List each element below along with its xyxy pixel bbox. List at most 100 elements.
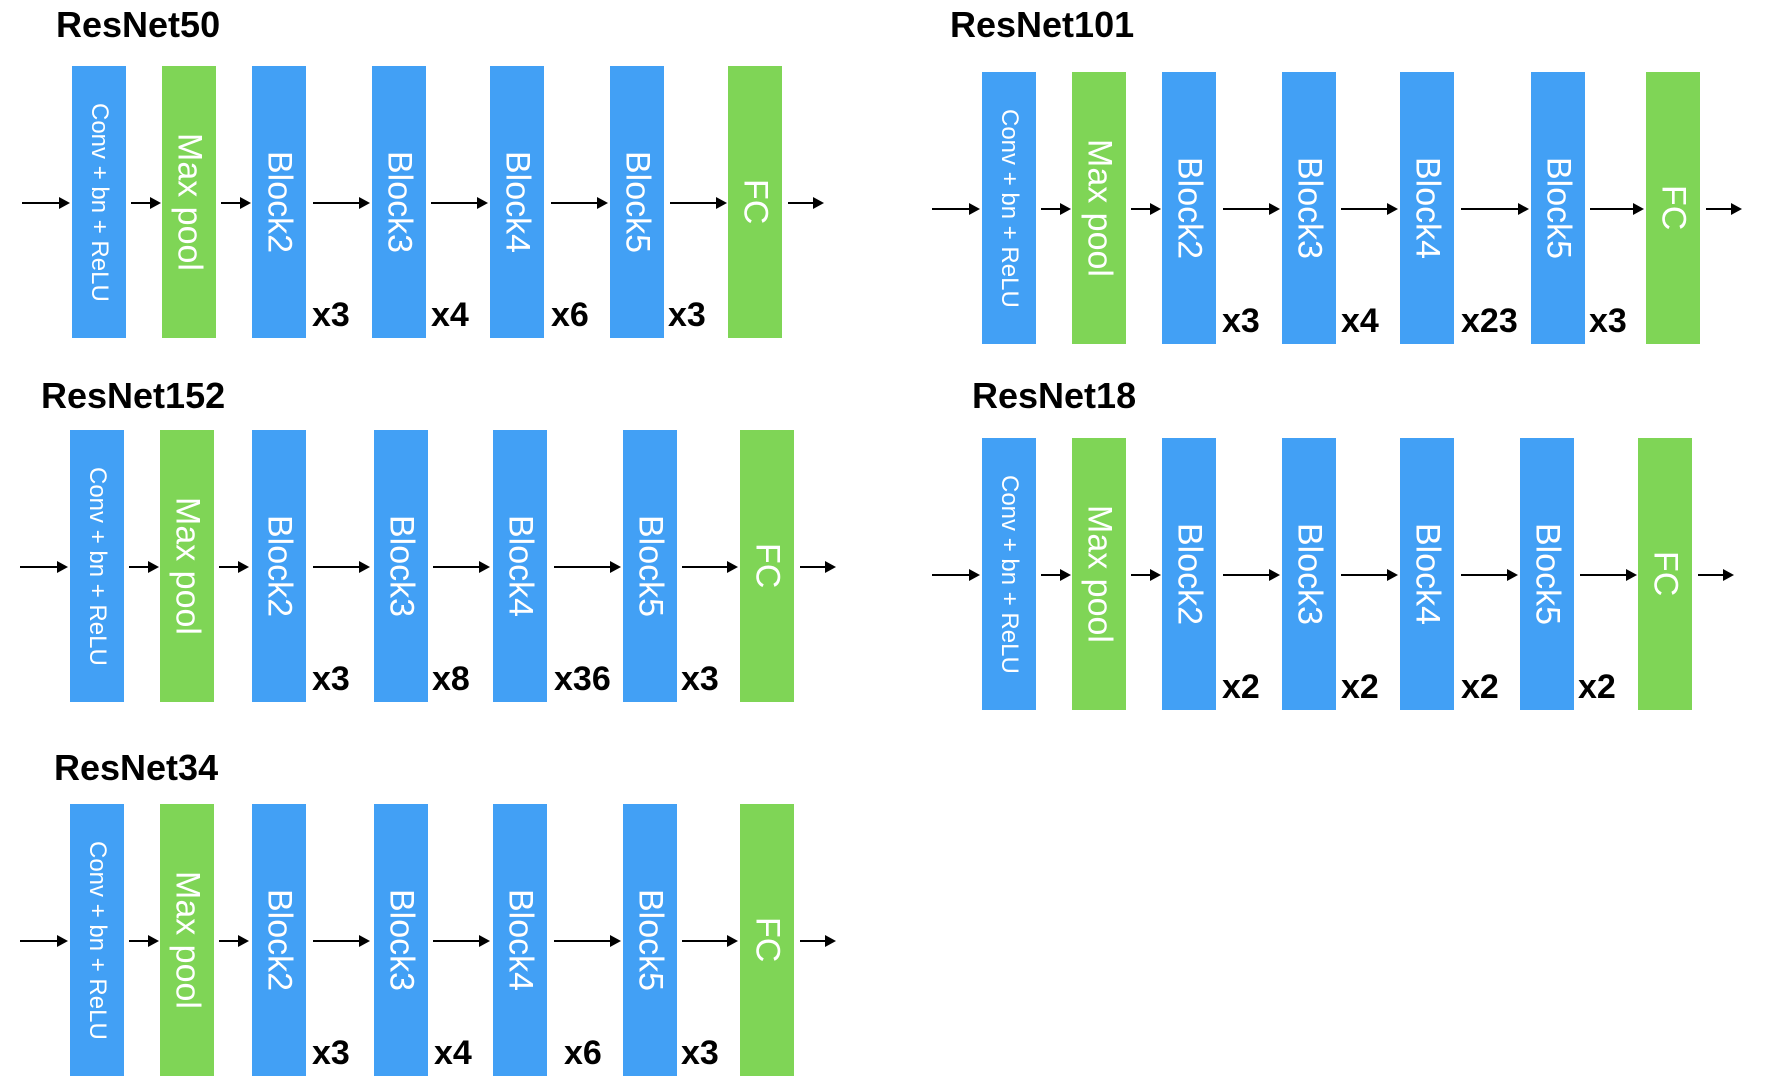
conv-bn-relu-block: Conv + bn + ReLU [982,72,1036,344]
arrow [1341,203,1398,215]
block4: Block4 [1400,72,1454,344]
block2-label: Block2 [260,888,299,992]
block2: Block2 [1162,438,1216,710]
block4: Block4 [490,66,544,338]
block4-label: Block4 [1408,156,1447,260]
block2-label: Block2 [1170,522,1209,626]
arrow [1131,203,1161,215]
block3-label: Block3 [380,150,419,254]
fc-label: FC [736,179,775,225]
conv-bn-relu-block: Conv + bn + ReLU [72,66,126,338]
block3-label: Block3 [1290,522,1329,626]
block2-repeat: x3 [312,1034,350,1072]
block2: Block2 [252,804,306,1076]
conv-label: Conv + bn + ReLU [84,466,111,666]
block3-label: Block3 [1290,156,1329,260]
fc-block: FC [740,804,794,1076]
arrow [129,935,159,947]
block4-repeat: x36 [554,660,611,698]
block3-repeat: x4 [431,296,469,334]
arrow [433,561,490,573]
maxpool-block: Max pool [1072,72,1126,344]
block3-repeat: x8 [432,660,470,698]
arrow [1461,203,1529,215]
block5: Block5 [623,804,677,1076]
fc-label: FC [1654,185,1693,231]
input-arrow [20,935,68,947]
arrow [1580,569,1637,581]
maxpool-label: Max pool [168,871,207,1009]
resnet101-title: ResNet101 [950,4,1135,45]
block4-label: Block4 [501,888,540,992]
block2-repeat: x3 [312,660,350,698]
block3: Block3 [1282,72,1336,344]
arrow [670,197,727,209]
block5-repeat: x3 [1589,302,1627,340]
output-arrow [1706,203,1742,215]
block5: Block5 [1531,72,1585,344]
block2-label: Block2 [1170,156,1209,260]
conv-label: Conv + bn + ReLU [996,474,1023,674]
arrow [1341,569,1398,581]
block2: Block2 [252,66,306,338]
block2-repeat: x3 [312,296,350,334]
arrow [431,197,488,209]
conv-label: Conv + bn + ReLU [996,108,1023,308]
block4-repeat: x2 [1461,668,1499,706]
block5-label: Block5 [618,150,657,254]
conv-label: Conv + bn + ReLU [86,102,113,302]
resnet101-diagram: ResNet101 Conv + bn + ReLU Max pool Bloc… [910,4,1766,356]
block2-repeat: x3 [1222,302,1260,340]
resnet18-diagram: ResNet18 Conv + bn + ReLU Max pool Block… [910,372,1766,722]
block5-repeat: x3 [668,296,706,334]
arrow [682,561,738,573]
input-arrow [22,197,70,209]
arrow [131,197,161,209]
block3-repeat: x2 [1341,668,1379,706]
block3-label: Block3 [382,514,421,618]
fc-block: FC [1638,438,1692,710]
resnet50-title: ResNet50 [56,4,221,45]
input-arrow [20,561,68,573]
block4: Block4 [1400,438,1454,710]
block3: Block3 [372,66,426,338]
fc-block: FC [728,66,782,338]
resnet50-diagram: ResNet50 Conv + bn + ReLU Max pool Block… [0,0,840,350]
arrow [313,935,370,947]
block4-label: Block4 [1408,522,1447,626]
arrow [1041,569,1071,581]
maxpool-label: Max pool [1080,139,1119,277]
block5-label: Block5 [631,514,670,618]
output-arrow [800,561,836,573]
block5-repeat: x3 [681,660,719,698]
block5: Block5 [610,66,664,338]
fc-label: FC [748,543,787,589]
block3-label: Block3 [382,888,421,992]
block2-repeat: x2 [1222,668,1260,706]
block3-repeat: x4 [434,1034,472,1072]
resnet34-diagram: ResNet34 Conv + bn + ReLU Max pool Block… [0,738,838,1082]
arrow [129,561,159,573]
block5-label: Block5 [631,888,670,992]
arrow [221,197,251,209]
conv-bn-relu-block: Conv + bn + ReLU [70,430,124,702]
resnet152-title: ResNet152 [41,375,226,416]
maxpool-label: Max pool [170,133,209,271]
fc-label: FC [1646,551,1685,597]
block5-label: Block5 [1528,522,1567,626]
output-arrow [1698,569,1734,581]
maxpool-label: Max pool [168,497,207,635]
block5: Block5 [1520,438,1574,710]
conv-bn-relu-block: Conv + bn + ReLU [70,804,124,1076]
maxpool-block: Max pool [160,804,214,1076]
arrow [1131,569,1161,581]
input-arrow [932,569,980,581]
block2: Block2 [1162,72,1216,344]
maxpool-block: Max pool [160,430,214,702]
output-arrow [788,197,824,209]
arrow [554,561,621,573]
resnet18-title: ResNet18 [972,375,1137,416]
block5: Block5 [623,430,677,702]
fc-label: FC [748,917,787,963]
arrow [313,197,370,209]
